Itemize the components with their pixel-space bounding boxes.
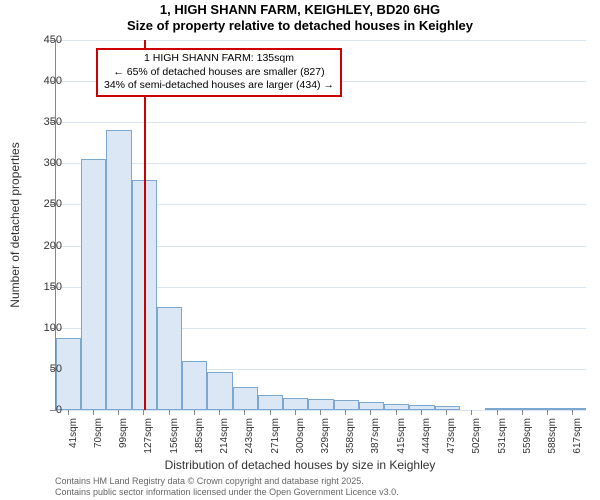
x-tick-mark bbox=[396, 410, 397, 415]
x-tick-mark bbox=[497, 410, 498, 415]
x-tick-mark bbox=[219, 410, 220, 415]
x-tick-mark bbox=[345, 410, 346, 415]
x-tick-label: 415sqm bbox=[396, 418, 407, 468]
x-tick-mark bbox=[572, 410, 573, 415]
y-tick-mark bbox=[50, 40, 55, 41]
y-tick-label: 400 bbox=[22, 75, 62, 87]
histogram-bar bbox=[283, 398, 308, 410]
x-tick-label: 387sqm bbox=[370, 418, 381, 468]
x-tick-label: 214sqm bbox=[219, 418, 230, 468]
y-tick-label: 300 bbox=[22, 157, 62, 169]
x-tick-label: 531sqm bbox=[497, 418, 508, 468]
histogram-bar bbox=[409, 405, 434, 410]
y-tick-mark bbox=[50, 410, 55, 411]
gridline-h bbox=[56, 410, 586, 411]
x-tick-label: 559sqm bbox=[522, 418, 533, 468]
chart-title-line1: 1, HIGH SHANN FARM, KEIGHLEY, BD20 6HG bbox=[0, 2, 600, 17]
x-tick-label: 300sqm bbox=[295, 418, 306, 468]
x-tick-mark bbox=[421, 410, 422, 415]
x-tick-mark bbox=[547, 410, 548, 415]
y-tick-label: 350 bbox=[22, 116, 62, 128]
histogram-bar bbox=[334, 400, 359, 410]
y-tick-mark bbox=[50, 204, 55, 205]
y-tick-label: 50 bbox=[22, 363, 62, 375]
x-tick-label: 502sqm bbox=[471, 418, 482, 468]
y-tick-mark bbox=[50, 328, 55, 329]
gridline-h bbox=[56, 40, 586, 41]
histogram-bar bbox=[182, 361, 207, 410]
x-tick-mark bbox=[68, 410, 69, 415]
histogram-bar bbox=[308, 399, 333, 411]
footer-attribution: Contains HM Land Registry data © Crown c… bbox=[55, 476, 399, 498]
x-tick-mark bbox=[295, 410, 296, 415]
y-tick-label: 100 bbox=[22, 322, 62, 334]
footer-line2: Contains public sector information licen… bbox=[55, 487, 399, 498]
x-tick-mark bbox=[169, 410, 170, 415]
histogram-bar bbox=[510, 408, 535, 410]
x-tick-label: 127sqm bbox=[143, 418, 154, 468]
y-tick-label: 150 bbox=[22, 281, 62, 293]
x-tick-label: 358sqm bbox=[345, 418, 356, 468]
x-tick-mark bbox=[370, 410, 371, 415]
histogram-bar bbox=[485, 408, 510, 410]
x-tick-label: 41sqm bbox=[68, 418, 79, 468]
y-axis-label: Number of detached properties bbox=[8, 142, 22, 307]
histogram-bar bbox=[258, 395, 283, 410]
x-tick-label: 473sqm bbox=[446, 418, 457, 468]
x-tick-label: 271sqm bbox=[270, 418, 281, 468]
footer-line1: Contains HM Land Registry data © Crown c… bbox=[55, 476, 399, 487]
annotation-box: 1 HIGH SHANN FARM: 135sqm← 65% of detach… bbox=[96, 48, 342, 97]
y-tick-mark bbox=[50, 163, 55, 164]
x-tick-label: 588sqm bbox=[547, 418, 558, 468]
x-tick-mark bbox=[118, 410, 119, 415]
x-tick-label: 444sqm bbox=[421, 418, 432, 468]
y-tick-label: 200 bbox=[22, 240, 62, 252]
annotation-line: 34% of semi-detached houses are larger (… bbox=[104, 79, 334, 93]
histogram-bar bbox=[207, 372, 232, 410]
chart-container: 1, HIGH SHANN FARM, KEIGHLEY, BD20 6HG S… bbox=[0, 0, 600, 500]
y-tick-mark bbox=[50, 122, 55, 123]
annotation-line: 1 HIGH SHANN FARM: 135sqm bbox=[104, 52, 334, 66]
x-tick-label: 70sqm bbox=[93, 418, 104, 468]
histogram-bar bbox=[157, 307, 182, 410]
histogram-bar bbox=[106, 130, 131, 410]
y-tick-label: 450 bbox=[22, 34, 62, 46]
gridline-h bbox=[56, 122, 586, 123]
x-tick-mark bbox=[471, 410, 472, 415]
chart-title-line2: Size of property relative to detached ho… bbox=[0, 18, 600, 33]
histogram-bar bbox=[233, 387, 258, 410]
x-tick-label: 243sqm bbox=[244, 418, 255, 468]
y-tick-label: 250 bbox=[22, 198, 62, 210]
x-tick-mark bbox=[446, 410, 447, 415]
annotation-line: ← 65% of detached houses are smaller (82… bbox=[104, 66, 334, 80]
x-tick-label: 99sqm bbox=[118, 418, 129, 468]
y-tick-mark bbox=[50, 287, 55, 288]
y-tick-label: 0 bbox=[22, 404, 62, 416]
y-tick-mark bbox=[50, 81, 55, 82]
x-tick-mark bbox=[93, 410, 94, 415]
x-tick-mark bbox=[320, 410, 321, 415]
x-tick-mark bbox=[143, 410, 144, 415]
x-tick-mark bbox=[270, 410, 271, 415]
x-tick-label: 156sqm bbox=[169, 418, 180, 468]
x-tick-label: 617sqm bbox=[572, 418, 583, 468]
x-tick-mark bbox=[194, 410, 195, 415]
x-tick-mark bbox=[244, 410, 245, 415]
gridline-h bbox=[56, 163, 586, 164]
y-tick-mark bbox=[50, 246, 55, 247]
histogram-bar bbox=[359, 402, 384, 410]
x-tick-label: 185sqm bbox=[194, 418, 205, 468]
histogram-bar bbox=[384, 404, 409, 410]
histogram-bar bbox=[81, 159, 106, 410]
x-tick-label: 329sqm bbox=[320, 418, 331, 468]
x-tick-mark bbox=[522, 410, 523, 415]
y-tick-mark bbox=[50, 369, 55, 370]
